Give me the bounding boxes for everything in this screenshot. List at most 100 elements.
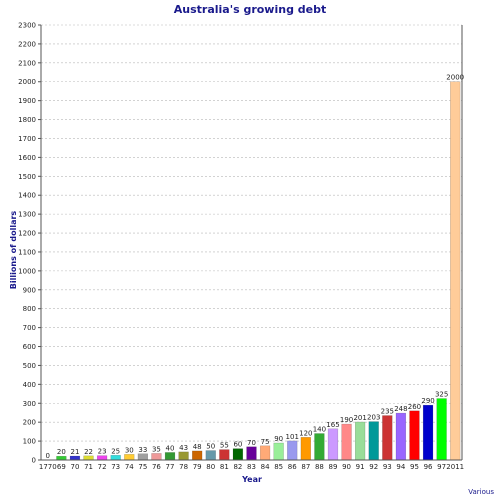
bar-76 xyxy=(151,453,162,461)
data-label: 33 xyxy=(138,446,147,454)
y-tick-label: 1400 xyxy=(18,192,36,200)
bar-85 xyxy=(273,442,284,461)
data-label: 203 xyxy=(367,414,380,422)
data-labels: 0 20 21 22 23 25 30 33 35 40 43 48 50 55 60 70 75 90 101 12… xyxy=(46,74,465,460)
data-label: 50 xyxy=(206,443,215,451)
data-label: 22 xyxy=(84,448,93,456)
data-label: 25 xyxy=(111,447,120,455)
bar-81 xyxy=(219,449,230,461)
data-label: 190 xyxy=(340,416,353,424)
y-tick-label: 900 xyxy=(23,286,36,294)
bar-89 xyxy=(327,428,339,461)
data-label: 30 xyxy=(125,446,134,454)
data-label: 201 xyxy=(353,414,366,422)
x-tick-label: 89 xyxy=(329,463,338,471)
x-tick-label: 71 xyxy=(84,463,93,471)
y-tick-label: 2000 xyxy=(18,78,36,86)
y-axis-label: Billions of dollars xyxy=(9,211,18,290)
y-tick-label: 400 xyxy=(23,381,36,389)
data-label: 2000 xyxy=(446,74,464,82)
bar-91 xyxy=(355,421,366,461)
x-tick-label: 70 xyxy=(70,463,79,471)
bar-69 xyxy=(56,455,67,461)
x-tick-label: 80 xyxy=(206,463,215,471)
bar-83 xyxy=(246,446,257,461)
x-tick-label: 75 xyxy=(138,463,147,471)
y-tick-label: 1100 xyxy=(18,248,36,256)
data-label: 23 xyxy=(98,448,107,456)
y-tick-label: 800 xyxy=(23,305,36,313)
chart-title: Australia's growing debt xyxy=(174,3,327,16)
bar-86 xyxy=(287,440,298,461)
x-tick-label: 78 xyxy=(179,463,188,471)
data-label: 90 xyxy=(274,435,283,443)
x-tick-label: 86 xyxy=(288,463,297,471)
bar-87 xyxy=(300,437,311,461)
bar-96 xyxy=(422,404,434,461)
bar-90 xyxy=(341,423,352,461)
y-tick-label: 2100 xyxy=(18,59,36,67)
data-label: 290 xyxy=(421,397,434,405)
x-tick-label: 82 xyxy=(233,463,242,471)
bar-92 xyxy=(368,421,379,461)
bar-71 xyxy=(83,455,94,461)
x-tick-label: 83 xyxy=(247,463,256,471)
data-label: 20 xyxy=(57,448,66,456)
data-label: 140 xyxy=(313,426,326,434)
y-tick-label: 1500 xyxy=(18,173,36,181)
y-tick-label: 1800 xyxy=(18,116,36,124)
x-tick-label: 2011 xyxy=(446,463,464,471)
bar-95 xyxy=(409,410,420,461)
bar-74 xyxy=(124,454,135,461)
y-tick-label: 200 xyxy=(23,419,36,427)
bars xyxy=(56,81,461,461)
x-tick-label: 74 xyxy=(125,463,134,471)
x-axis-label: Year xyxy=(241,475,262,484)
bar-88 xyxy=(314,433,325,461)
y-tick-label: 600 xyxy=(23,343,36,351)
source-credit: Various xyxy=(468,488,494,496)
x-tick-label: 97 xyxy=(437,463,446,471)
data-label: 120 xyxy=(299,429,312,437)
bar-94 xyxy=(395,412,407,461)
bar-79 xyxy=(192,450,203,461)
y-tick-label: 100 xyxy=(23,438,36,446)
bar-93 xyxy=(382,415,393,461)
y-axis-ticks: 0 100 200 300 400 500 600 700 800 900 1000 1100 1200… xyxy=(18,22,41,465)
x-tick-label: 73 xyxy=(111,463,120,471)
y-tick-label: 1200 xyxy=(18,230,36,238)
x-tick-label: 84 xyxy=(261,463,270,471)
x-axis-ticks: 1770 69 70 71 72 73 74 75 76 77 78 79 80 81 82 83 84 85 86… xyxy=(39,463,464,471)
bar-80 xyxy=(205,450,216,461)
y-tick-label: 1600 xyxy=(18,154,36,162)
bar-75 xyxy=(137,453,148,461)
bar-82 xyxy=(232,448,244,461)
x-tick-label: 81 xyxy=(220,463,229,471)
x-tick-label: 91 xyxy=(356,463,365,471)
x-tick-label: 90 xyxy=(342,463,351,471)
x-tick-label: 87 xyxy=(301,463,310,471)
x-tick-label: 92 xyxy=(369,463,378,471)
data-label: 260 xyxy=(408,403,421,411)
x-tick-label: 69 xyxy=(57,463,66,471)
bar-97 xyxy=(436,398,447,461)
data-label: 60 xyxy=(233,441,242,449)
y-tick-label: 500 xyxy=(23,362,36,370)
y-tick-label: 2200 xyxy=(18,40,36,48)
bar-84 xyxy=(259,445,271,461)
data-label: 70 xyxy=(247,439,256,447)
data-label: 21 xyxy=(70,448,79,456)
data-label: 325 xyxy=(435,391,448,399)
data-label: 235 xyxy=(381,408,394,416)
bar-70 xyxy=(69,455,81,461)
gridlines xyxy=(41,24,462,442)
data-label: 101 xyxy=(286,433,299,441)
data-label: 43 xyxy=(179,444,188,452)
bar-72 xyxy=(96,455,108,461)
y-tick-label: 300 xyxy=(23,400,36,408)
x-tick-label: 77 xyxy=(166,463,175,471)
bar-73 xyxy=(110,455,121,461)
data-label: 48 xyxy=(193,443,202,451)
data-label: 75 xyxy=(261,438,270,446)
